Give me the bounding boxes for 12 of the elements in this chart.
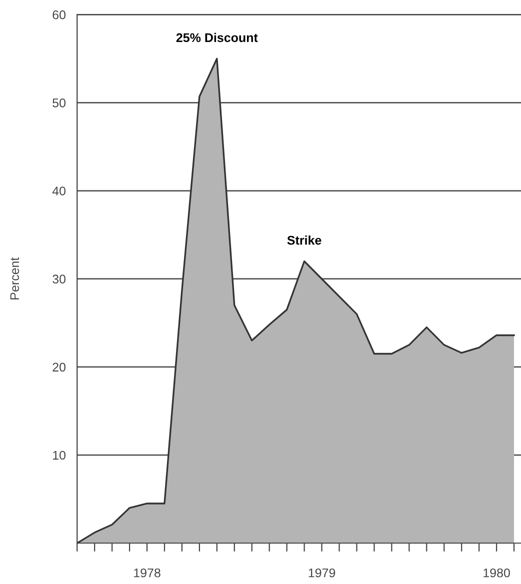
y-tick-label: 40: [52, 186, 66, 196]
x-tick-label: 1980: [484, 568, 510, 578]
x-tick-label: 1979: [308, 568, 336, 578]
annotation: Strike: [287, 236, 322, 245]
y-tick-label: 50: [52, 98, 66, 108]
y-axis-title: Percent: [10, 257, 20, 300]
annotation: 25% Discount: [176, 32, 258, 42]
y-tick-label: 60: [52, 10, 66, 20]
x-tick-label: 1978: [134, 568, 160, 578]
y-tick-label: 20: [52, 362, 66, 372]
y-tick-label: 10: [53, 450, 66, 460]
y-tick-label: 30: [52, 274, 66, 284]
